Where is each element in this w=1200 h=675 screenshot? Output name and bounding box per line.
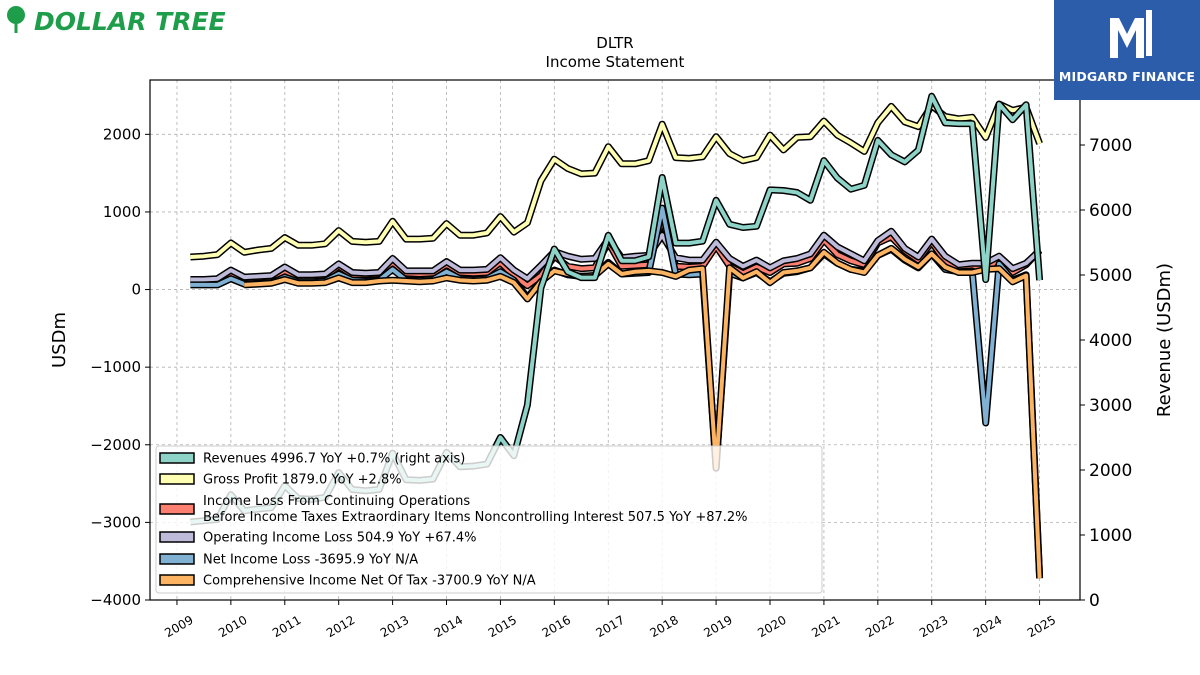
y-tick-label-left: −1000 (90, 358, 141, 376)
y-axis-label-right: Revenue (USDm) (1154, 263, 1175, 417)
chart-title: DLTR (596, 34, 633, 52)
series-outline-gross-profit (190, 100, 1043, 261)
legend-swatch-income-before-tax (159, 503, 195, 515)
y-axis-label-left: USDm (49, 312, 70, 368)
x-tick-label: 2017 (594, 613, 627, 640)
x-tick-label: 2015 (486, 613, 519, 640)
y-tick-label-right: 6000 (1089, 201, 1132, 221)
y-tick-label-right: 5000 (1089, 266, 1132, 286)
legend-label-net-income: Net Income Loss -3695.9 YoY N/A (203, 553, 418, 568)
x-tick-label: 2021 (809, 613, 842, 640)
series-lines (190, 92, 1044, 579)
x-tick-label: 2019 (701, 613, 734, 640)
x-tick-label: 2023 (917, 613, 950, 640)
legend-label-income-before-tax-line2: Before Income Taxes Extraordinary Items … (203, 510, 748, 525)
x-tick-label: 2009 (162, 613, 195, 640)
y-tick-label-right: 7000 (1089, 136, 1132, 156)
legend-swatch-gross-profit (159, 473, 195, 485)
legend-swatch-comprehensive-income (159, 574, 195, 586)
legend-label-gross-profit: Gross Profit 1879.0 YoY +2.8% (203, 473, 402, 488)
legend-swatch-operating-income (159, 531, 195, 543)
y-tick-label-right: 3000 (1089, 396, 1132, 416)
chart-subtitle: Income Statement (546, 53, 685, 71)
x-tick-label: 2020 (755, 613, 788, 640)
y-tick-label-right: 4000 (1089, 331, 1132, 351)
x-tick-label: 2024 (971, 613, 1004, 640)
legend-label-revenues: Revenues 4996.7 YoY +0.7% (right axis) (203, 452, 465, 467)
x-tick-label: 2011 (270, 613, 303, 640)
midgard-finance-wordmark: MIDGARD FINANCE (1058, 69, 1196, 84)
x-tick-label: 2012 (324, 613, 357, 640)
legend-label-income-before-tax-line1: Income Loss From Continuing Operations (203, 494, 470, 509)
dollar-tree-logo: DOLLAR TREE (7, 6, 226, 36)
y-tick-label-right: 0 (1089, 591, 1100, 611)
tree-icon (7, 6, 25, 33)
x-tick-label: 2022 (863, 613, 896, 640)
x-tick-label: 2014 (432, 613, 465, 640)
midgard-finance-logo: MIDGARD FINANCE (1054, 0, 1200, 100)
legend: Revenues 4996.7 YoY +0.7% (right axis) Gr… (155, 445, 823, 594)
legend-swatch-net-income (159, 553, 195, 565)
y-tick-label-right: 1000 (1089, 526, 1132, 546)
y-tick-label-left: 1000 (103, 203, 141, 221)
y-tick-label-left: 0 (131, 281, 141, 299)
legend-label-operating-income: Operating Income Loss 504.9 YoY +67.4% (203, 531, 477, 546)
x-tick-label: 2016 (540, 613, 573, 640)
legend-swatch-revenues (159, 452, 195, 464)
x-tick-label: 2018 (647, 613, 680, 640)
y-tick-label-left: −4000 (90, 591, 141, 609)
dollar-tree-wordmark: DOLLAR TREE (34, 7, 226, 36)
x-tick-label: 2013 (378, 613, 411, 640)
legend-label-comprehensive-income: Comprehensive Income Net Of Tax -3700.9 … (203, 574, 536, 589)
midgard-emblem-icon (1110, 10, 1152, 58)
legend-box (155, 445, 823, 594)
y-tick-label-right: 2000 (1089, 461, 1132, 481)
y-tick-label-left: −3000 (90, 513, 141, 531)
y-tick-label-left: −2000 (90, 436, 141, 454)
y-tick-label-left: 2000 (103, 125, 141, 143)
series-line-gross-profit (190, 102, 1042, 259)
series-line-comprehensive-income (244, 246, 1042, 579)
x-tick-label: 2010 (216, 613, 249, 640)
x-tick-label: 2025 (1025, 613, 1058, 640)
